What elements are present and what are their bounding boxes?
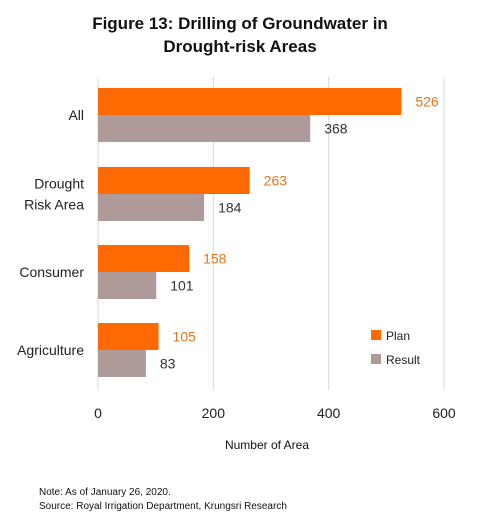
- legend-label-plan: Plan: [386, 329, 410, 343]
- bar-result: [98, 350, 146, 377]
- data-label-plan: 105: [173, 329, 197, 345]
- bars: [98, 88, 402, 377]
- source-line: Source: Royal Irrigation Department, Kru…: [39, 501, 287, 512]
- data-label-plan: 158: [203, 251, 227, 267]
- x-tick-labels: 0 200 400 600: [94, 405, 456, 421]
- data-label-plan: 526: [415, 94, 439, 110]
- bar-plan: [98, 245, 190, 272]
- legend-swatch-plan: [371, 330, 381, 340]
- legend: Plan Result: [371, 329, 421, 367]
- data-label-result: 101: [170, 278, 194, 294]
- chart-title: Figure 13: Drilling of Groundwater in Dr…: [92, 14, 388, 56]
- data-labels: 526 368 263 184 158 101 105 83: [160, 94, 439, 372]
- bar-plan: [98, 167, 250, 194]
- bar-plan: [98, 323, 159, 350]
- x-tick-label: 400: [317, 405, 341, 421]
- category-label: Consumer: [19, 264, 84, 280]
- data-label-result: 83: [160, 356, 176, 372]
- legend-label-result: Result: [386, 353, 421, 367]
- x-tick-label: 600: [432, 405, 456, 421]
- category-label: All: [68, 107, 84, 123]
- bar-result: [98, 115, 311, 142]
- notes: Note: As of January 26, 2020. Source: Ro…: [39, 486, 287, 514]
- category-label: Risk Area: [24, 197, 84, 213]
- data-label-result: 184: [218, 200, 242, 216]
- data-label-plan: 263: [264, 173, 288, 189]
- x-tick-label: 200: [202, 405, 226, 421]
- category-label: Drought: [34, 176, 84, 192]
- x-tick-label: 0: [94, 405, 102, 421]
- bar-result: [98, 272, 157, 299]
- bar-result: [98, 194, 205, 221]
- bar-plan: [98, 88, 402, 115]
- category-labels: All Drought Risk Area Consumer Agriculture: [17, 107, 84, 358]
- legend-swatch-result: [371, 354, 381, 364]
- x-axis-title: Number of Area: [225, 438, 309, 452]
- category-label: Agriculture: [17, 342, 84, 358]
- note-line: Note: As of January 26, 2020.: [39, 487, 171, 498]
- data-label-result: 368: [324, 121, 348, 137]
